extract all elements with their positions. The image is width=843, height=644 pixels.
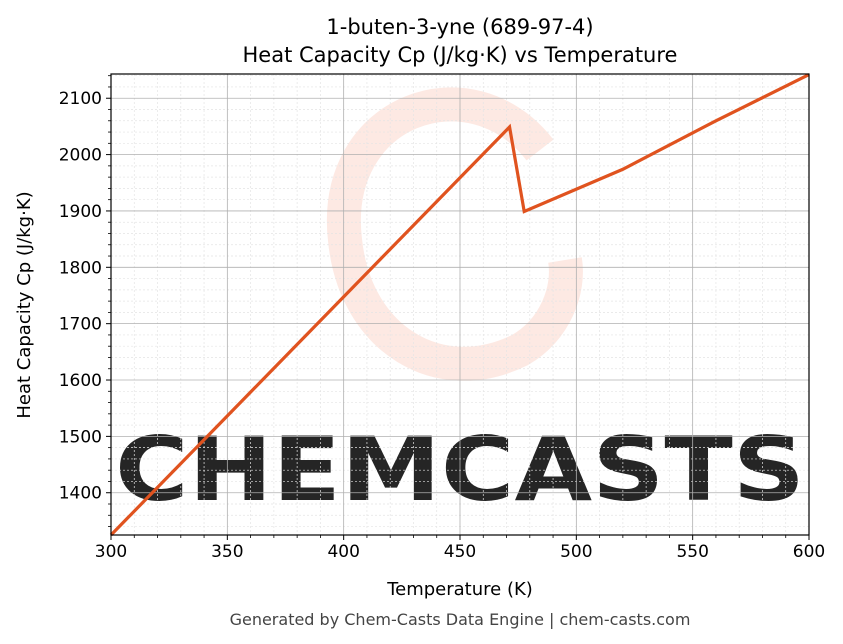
x-tick-label: 600 (793, 542, 825, 562)
x-tick-label: 500 (560, 542, 592, 562)
y-tick-label: 1600 (59, 371, 102, 391)
y-tick-label: 2100 (59, 89, 102, 109)
chart-title-line2: Heat Capacity Cp (J/kg·K) vs Temperature (243, 43, 678, 67)
x-tick-label: 450 (444, 542, 476, 562)
watermark-logo (326, 87, 583, 381)
y-tick-label: 2000 (59, 146, 102, 166)
y-tick-label: 1700 (59, 315, 102, 335)
y-tick-label: 1800 (59, 258, 102, 278)
x-tick-label: 400 (327, 542, 359, 562)
chart-title-line1: 1-buten-3-yne (689-97-4) (326, 15, 593, 39)
x-tick-label: 350 (211, 542, 243, 562)
series-line (109, 73, 810, 537)
footer-text: Generated by Chem-Casts Data Engine | ch… (230, 610, 691, 629)
y-tick-label: 1900 (59, 202, 102, 222)
x-tick-label: 300 (95, 542, 127, 562)
y-axis-label: Heat Capacity Cp (J/kg·K) (14, 191, 35, 418)
y-tick-label: 1500 (59, 427, 102, 447)
y-tick-label: 1400 (59, 484, 102, 504)
x-tick-label: 550 (676, 542, 708, 562)
x-axis-label: Temperature (K) (386, 579, 533, 600)
plot-frame (110, 73, 810, 536)
